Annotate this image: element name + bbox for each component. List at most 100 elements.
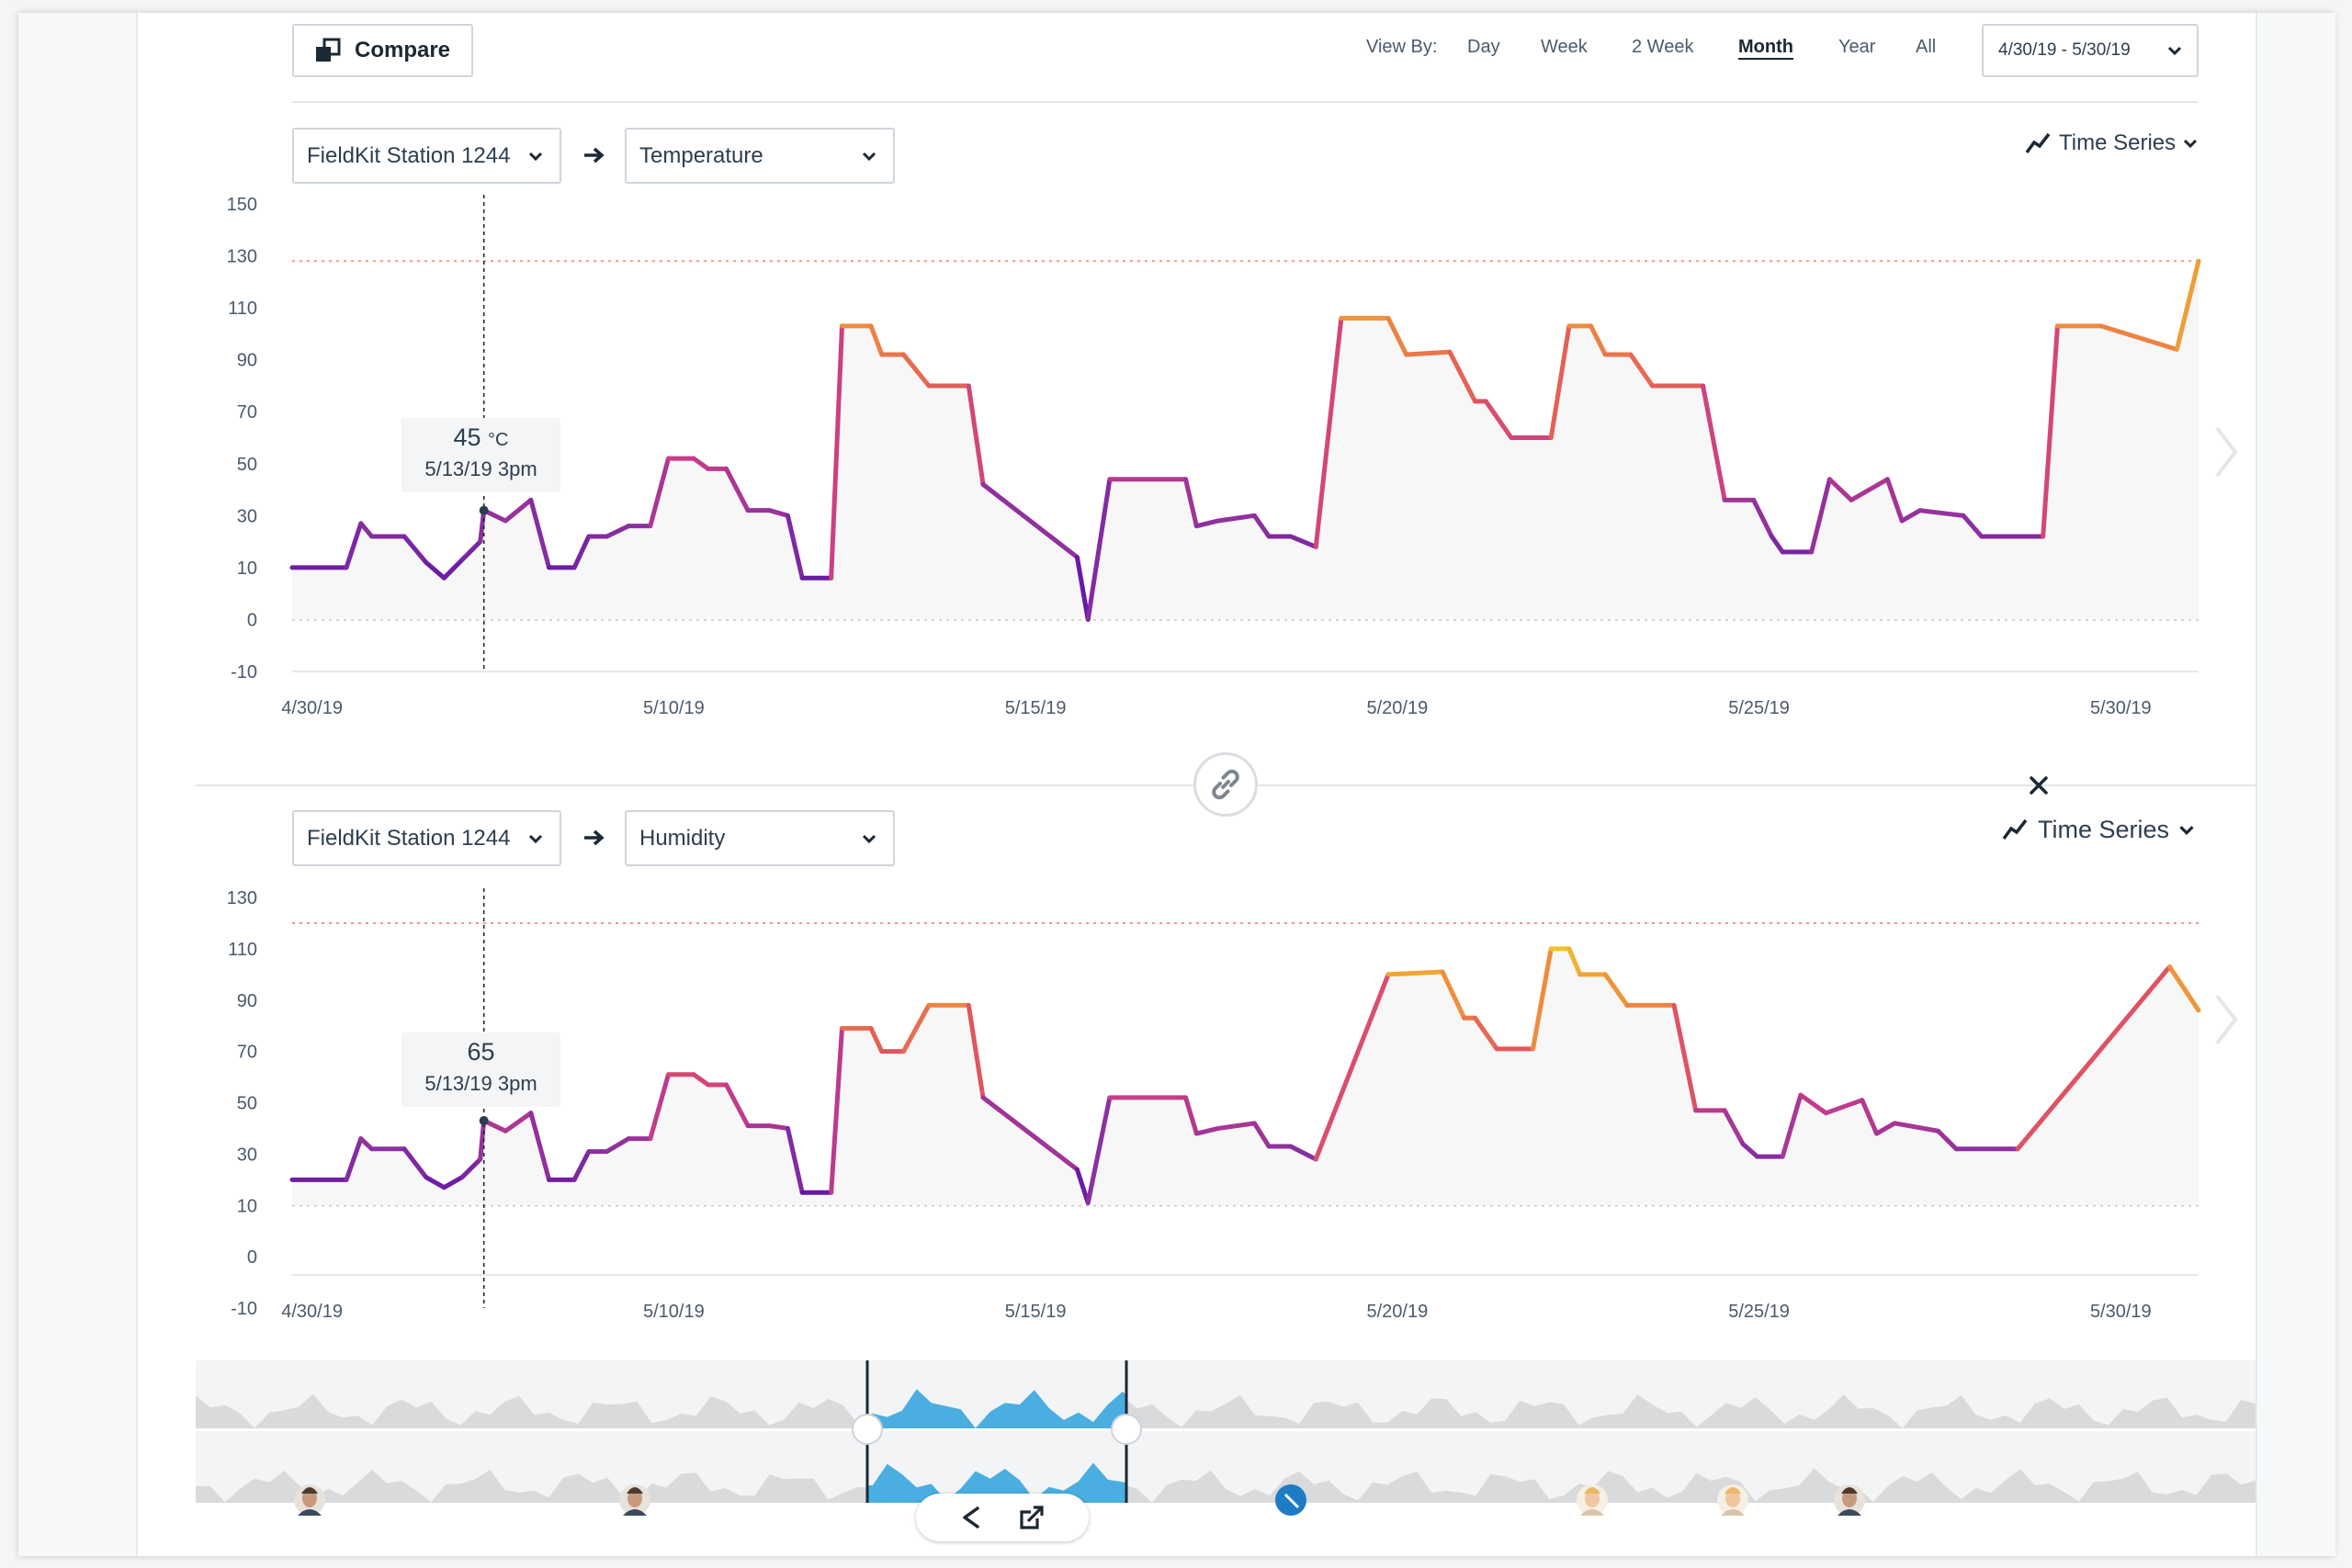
y-tick-label: 90 [237, 991, 257, 1011]
series-line-segment [1313, 315, 1344, 549]
series-line-segment [980, 1095, 1080, 1172]
series-line-segment [691, 1072, 711, 1088]
view-week-link[interactable]: Week [1541, 37, 1588, 57]
selection-handle-left[interactable] [852, 1414, 883, 1445]
link-charts-button[interactable] [1193, 752, 1258, 817]
sensor-select-2-value: Humidity [639, 825, 726, 851]
view-year-link[interactable]: Year [1838, 37, 1876, 57]
x-tick-label: 5/30/19 [2090, 698, 2152, 718]
series-line-segment [1589, 323, 1608, 357]
series-line-segment [358, 1136, 375, 1152]
x-tick-label: 5/25/19 [1728, 698, 1790, 718]
compass-icon[interactable] [1275, 1484, 1306, 1516]
event-avatar[interactable] [1717, 1484, 1748, 1516]
toolbar-divider [292, 101, 2199, 103]
series-line-segment [868, 323, 885, 357]
series-line-segment [503, 1111, 534, 1134]
x-tick-label: 5/30/19 [2090, 1302, 2152, 1322]
y-tick-label: 130 [227, 888, 257, 908]
series-line-segment [1385, 315, 1409, 357]
series-line-segment [2167, 964, 2201, 1013]
selection-handle-right[interactable] [1111, 1414, 1142, 1445]
event-avatar[interactable] [294, 1484, 325, 1516]
trend-line-icon [2002, 818, 2028, 840]
series-line-segment [478, 1118, 487, 1162]
station-select-2[interactable]: FieldKit Station 1244 [292, 810, 561, 866]
series-line-segment [503, 497, 534, 524]
x-tick-label: 5/15/19 [1005, 698, 1067, 718]
series-line-segment [1780, 1092, 1804, 1159]
series-line-segment [1251, 513, 1272, 539]
series-line-segment [1769, 534, 1785, 555]
timeline-actions [916, 1494, 1089, 1541]
y-tick-label: 130 [227, 247, 257, 267]
y-tick-label: 30 [237, 506, 257, 526]
chart-type-select-2[interactable]: Time Series [2001, 812, 2208, 847]
y-tick-label: 50 [237, 1094, 257, 1114]
x-tick-label: 5/25/19 [1728, 1302, 1790, 1322]
series-line-segment [571, 1149, 592, 1182]
cursor-point [479, 505, 489, 515]
timeline-selection-track-1 [867, 1389, 1126, 1428]
view-month-link[interactable]: Month [1738, 37, 1793, 57]
series-line-segment [459, 1156, 483, 1180]
series-line-segment [1531, 946, 1554, 1052]
chart-type-label-2: Time Series [2038, 815, 2170, 843]
series-line-segment [2098, 323, 2179, 352]
station-select-1[interactable]: FieldKit Station 1244 [292, 128, 561, 184]
next-chevron-icon[interactable] [2211, 424, 2241, 479]
series-line-segment [1751, 497, 1774, 539]
chart-type-select-1[interactable]: Time Series [2024, 128, 2204, 159]
series-line-segment [785, 1125, 805, 1195]
temperature-chart[interactable]: 150 130 110 90 70 50 30 10 0 -10 4/30/19 5/10/19 5/1… [0, 0, 2352, 781]
series-line-segment [571, 534, 592, 570]
compare-icon [316, 38, 341, 62]
humidity-chart[interactable]: 130 110 90 70 50 30 10 0 -10 4/30/19 5/10/19 5/15/1… [0, 0, 2352, 1359]
series-line-segment [358, 521, 375, 539]
view-by-label: View By: [1366, 37, 1438, 57]
series-line-segment [441, 557, 465, 581]
cursor-point [479, 1116, 489, 1126]
arrow-right-icon [584, 147, 605, 164]
series-line-segment [424, 559, 447, 581]
series-line-segment [1628, 352, 1655, 389]
sensor-select-1[interactable]: Temperature [625, 128, 895, 184]
series-line-segment [1074, 1167, 1091, 1205]
series-line-segment [691, 456, 711, 471]
next-chevron-icon[interactable] [2211, 992, 2241, 1047]
series-line-segment [829, 323, 844, 581]
series-line-segment [1826, 477, 1854, 502]
view-all-link[interactable]: All [1916, 37, 1937, 57]
event-avatar[interactable] [1577, 1484, 1608, 1516]
sensor-select-2[interactable]: Humidity [625, 810, 895, 866]
share-icon[interactable] [959, 1505, 983, 1530]
compare-button[interactable]: Compare [292, 24, 473, 77]
event-avatar[interactable] [1834, 1484, 1865, 1516]
series-line-segment [528, 497, 552, 570]
date-range-select[interactable]: 4/30/19 - 5/30/19 [1982, 24, 2199, 77]
series-line-segment [1899, 508, 1923, 524]
view-day-link[interactable]: Day [1467, 37, 1500, 57]
series-line-segment [1809, 477, 1832, 555]
series-line-segment [1251, 1121, 1272, 1149]
series-line-segment [344, 1136, 364, 1182]
y-tick-label: 70 [237, 1043, 257, 1063]
series-line-segment [1385, 969, 1445, 977]
external-link-icon[interactable] [1017, 1503, 1046, 1532]
chevron-down-icon [862, 152, 876, 161]
series-line-segment [605, 1136, 631, 1155]
view-2week-link[interactable]: 2 Week [1632, 37, 1694, 57]
series-line-segment [1404, 349, 1453, 357]
series-line-segment [1288, 1144, 1318, 1162]
tooltip-2-value: 65 [467, 1038, 495, 1066]
x-tick-label: 4/30/19 [281, 698, 343, 718]
y-tick-label: -10 [231, 662, 257, 682]
close-icon[interactable] [2025, 772, 2052, 799]
event-avatar[interactable] [619, 1484, 650, 1516]
tooltip-1-unit: °C [488, 430, 509, 450]
x-tick-label: 5/10/19 [643, 1302, 705, 1322]
series-line-segment [1074, 555, 1091, 622]
series-line-segment [900, 352, 932, 389]
